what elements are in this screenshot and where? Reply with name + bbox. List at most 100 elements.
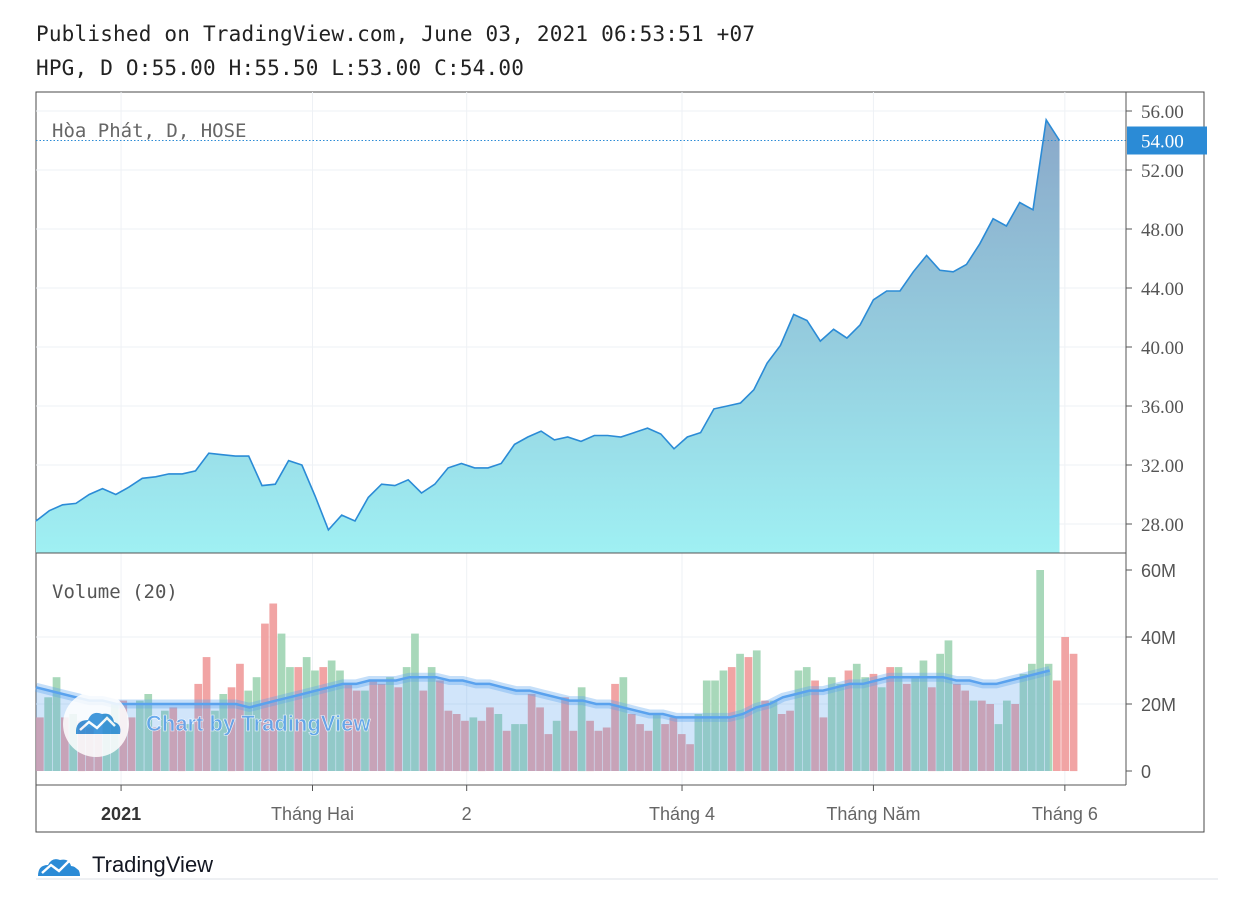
volume-bar <box>669 717 678 771</box>
volume-bar <box>944 640 953 771</box>
volume-bar <box>586 720 594 772</box>
price-series-title: Hòa Phát, D, HOSE <box>52 120 246 142</box>
volume-bar <box>702 680 711 771</box>
volume-bar <box>52 677 61 771</box>
volume-bar <box>211 710 219 771</box>
watermark: Chart by TradingView <box>63 691 372 757</box>
volume-bar <box>619 677 628 771</box>
tradingview-logo-icon <box>38 859 80 876</box>
volume-bar <box>494 714 503 771</box>
volume-bar <box>519 724 528 771</box>
volume-bar <box>811 680 819 771</box>
last-price-tag <box>1127 126 1207 155</box>
price-tick-label: 28.00 <box>1141 515 1184 536</box>
volume-bar <box>136 700 144 771</box>
volume-bar <box>244 690 253 771</box>
volume-bar <box>953 683 961 771</box>
volume-bar <box>261 623 269 771</box>
volume-bar <box>1003 700 1011 771</box>
volume-bar <box>961 690 969 771</box>
volume-bar <box>936 653 944 772</box>
volume-bar <box>611 683 619 771</box>
volume-bar <box>177 720 186 772</box>
volume-bar <box>427 667 436 771</box>
time-axis-ticks: 2021 Tháng Hai 2 Tháng 4 Tháng Năm Tháng 6 <box>101 785 1098 824</box>
volume-bar <box>502 730 511 771</box>
ohlc-open: O:55.00 <box>125 56 216 80</box>
price-area-fill <box>36 119 1060 554</box>
volume-bar <box>344 683 353 771</box>
volume-bar <box>186 724 194 771</box>
volume-tick-label: 20M <box>1141 695 1176 715</box>
volume-bar <box>394 687 403 772</box>
volume-bar <box>386 677 394 771</box>
volume-bar <box>861 677 869 771</box>
volume-bar <box>527 694 536 771</box>
volume-bar <box>761 700 769 771</box>
last-price-tag-label: 54.00 <box>1141 132 1184 153</box>
volume-bar <box>727 667 736 771</box>
volume-tick-label: 0 <box>1141 762 1151 782</box>
volume-bar <box>969 700 978 771</box>
volume-bar <box>227 687 236 772</box>
time-tick-label: Tháng 4 <box>649 804 715 824</box>
time-tick-label: 2021 <box>101 804 141 824</box>
time-tick-label: 2 <box>462 804 472 824</box>
volume-bar <box>486 707 494 771</box>
volume-bar <box>928 687 936 772</box>
volume-bar <box>769 700 778 771</box>
volume-bar <box>319 667 328 771</box>
volume-bar <box>202 657 211 771</box>
volume-bar <box>352 690 361 771</box>
price-tick-label: 52.00 <box>1141 161 1184 182</box>
volume-bar <box>1036 570 1044 771</box>
time-tick-label: Tháng 6 <box>1032 804 1098 824</box>
volume-bar <box>561 697 569 771</box>
volume-bar <box>986 704 994 771</box>
volume-bar <box>369 680 378 771</box>
footer-brand[interactable]: TradingView <box>36 852 213 878</box>
volume-bar <box>444 710 453 771</box>
volume-bar <box>594 730 603 771</box>
volume-bar <box>802 667 811 771</box>
volume-bar <box>794 670 803 771</box>
volume-bar <box>819 717 828 771</box>
volume-bar <box>852 663 861 771</box>
volume-bar <box>236 663 244 771</box>
volume-bar <box>1053 680 1061 771</box>
volume-bar <box>1069 653 1078 772</box>
volume-bar <box>152 727 161 771</box>
volume-bar <box>711 680 719 771</box>
volume-bar <box>744 657 753 771</box>
volume-bar <box>719 670 728 771</box>
volume-bar <box>44 697 52 771</box>
volume-tick-label: 40M <box>1141 628 1176 648</box>
volume-bar <box>127 717 136 771</box>
ohlc-close: C:54.00 <box>434 56 525 80</box>
volume-bar <box>577 687 586 772</box>
volume-bar <box>627 714 636 771</box>
volume-bar <box>911 677 919 771</box>
volume-bar <box>544 734 553 771</box>
volume-bar <box>277 633 286 771</box>
volume-bar <box>219 694 228 771</box>
volume-bar <box>419 690 428 771</box>
chart[interactable]: Hòa Phát, D, HOSE Volume (20) 56.00 52.00… <box>0 0 1242 850</box>
volume-bar <box>736 653 744 772</box>
volume-bar <box>144 694 153 771</box>
volume-bar <box>361 690 369 771</box>
volume-bar <box>1011 704 1019 771</box>
volume-bar <box>694 714 703 771</box>
volume-bar <box>844 670 853 771</box>
volume-tick-label: 60M <box>1141 561 1176 581</box>
volume-bar <box>894 667 903 771</box>
volume-bar <box>511 724 519 771</box>
price-tick-label: 56.00 <box>1141 102 1184 123</box>
volume-bar <box>461 720 469 772</box>
volume-bars <box>36 570 1078 772</box>
price-tick-label: 48.00 <box>1141 220 1184 241</box>
volume-bar <box>327 660 336 771</box>
footer-brand-label: TradingView <box>92 852 214 877</box>
volume-bar <box>686 744 694 771</box>
volume-bar <box>469 717 478 771</box>
